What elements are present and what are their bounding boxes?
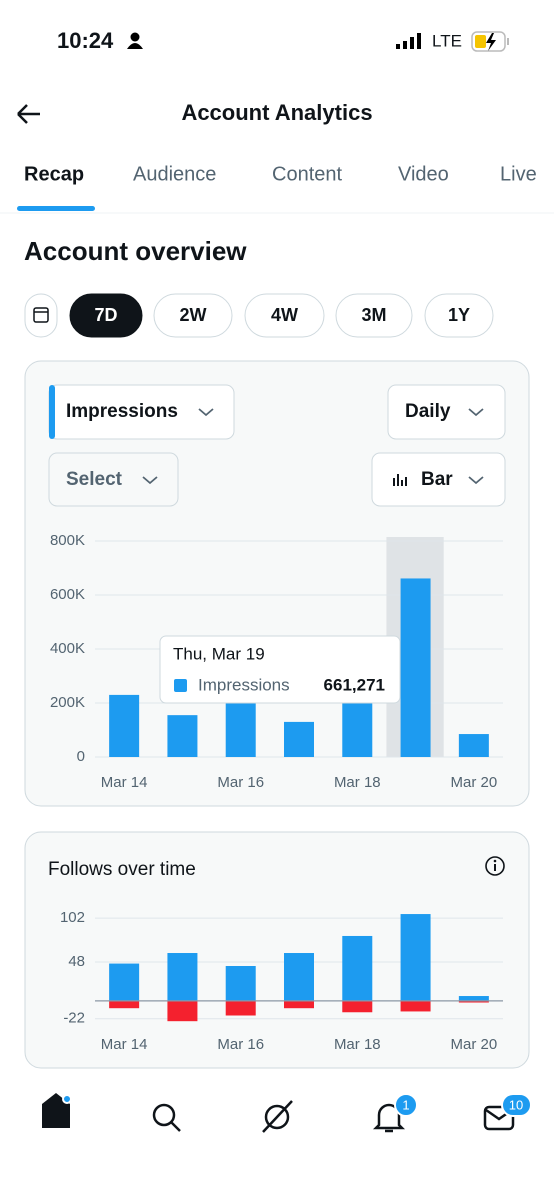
bar <box>400 578 431 757</box>
x-tick-label: Mar 14 <box>101 1036 148 1053</box>
nav-home[interactable] <box>42 1093 72 1128</box>
section-title: Account overview <box>24 236 247 266</box>
y-tick-label: 48 <box>68 953 85 970</box>
tab[interactable]: Live <box>500 163 537 185</box>
bar <box>109 694 140 757</box>
metric-label: Impressions <box>66 401 178 422</box>
bar <box>342 935 373 1001</box>
y-tick-label: 600K <box>50 586 85 603</box>
bar <box>225 703 256 757</box>
nav-badge: 1 <box>402 1097 409 1112</box>
bar <box>109 1000 140 1009</box>
bar <box>400 1000 431 1012</box>
info-icon[interactable] <box>485 856 505 876</box>
bar <box>342 1000 373 1013</box>
bar <box>284 953 314 1001</box>
y-tick-label: 400K <box>50 640 85 657</box>
y-tick-label: -22 <box>63 1010 85 1027</box>
x-tick-label: Mar 20 <box>451 1036 498 1053</box>
nav-grok[interactable] <box>262 1100 293 1133</box>
bar <box>458 734 489 757</box>
bar <box>458 996 489 1001</box>
signal-icon <box>396 33 421 49</box>
bar <box>342 703 373 757</box>
bar <box>284 721 314 757</box>
range-button[interactable]: 3M <box>335 293 413 338</box>
tooltip: Thu, Mar 19 Impressions 661,271 <box>159 635 401 704</box>
status-network: LTE <box>432 31 462 50</box>
tab[interactable]: Video <box>398 163 449 185</box>
x-tick-label: Mar 14 <box>101 774 148 791</box>
y-tick-label: 200K <box>50 694 85 711</box>
range-label: 1Y <box>448 305 470 325</box>
range-label: 3M <box>361 305 386 325</box>
chart-type-dropdown[interactable]: Bar <box>371 452 506 507</box>
bar <box>167 1000 198 1022</box>
tab[interactable]: Recap <box>24 163 84 185</box>
compare-dropdown[interactable]: Select <box>48 452 179 507</box>
range-label: 7D <box>94 305 117 325</box>
bar <box>167 715 198 757</box>
x-tick-label: Mar 18 <box>334 1036 381 1053</box>
x-tick-label: Mar 18 <box>334 774 381 791</box>
metric-dropdown[interactable]: Impressions <box>48 384 235 440</box>
range-button-bg <box>244 293 325 338</box>
nav-badge: 10 <box>509 1097 523 1112</box>
x-tick-label: Mar 20 <box>451 774 498 791</box>
y-tick-label: 800K <box>50 532 85 549</box>
tooltip-value: 661,271 <box>324 675 385 694</box>
range-button[interactable]: 1Y <box>424 293 494 338</box>
x-tick-label: Mar 16 <box>217 774 264 791</box>
calendar-button[interactable] <box>24 293 58 338</box>
chart-type-label: Bar <box>421 469 453 490</box>
interval-label: Daily <box>405 401 451 422</box>
tab-indicator <box>17 206 95 211</box>
bar <box>225 1000 256 1016</box>
nav-notifications[interactable]: 1 <box>372 1093 418 1133</box>
y-tick-label: 0 <box>77 748 85 765</box>
person-icon <box>127 32 143 49</box>
range-button[interactable]: 7D <box>69 293 143 338</box>
compare-label: Select <box>66 469 123 490</box>
header-title: Account Analytics <box>181 100 372 125</box>
x-tick-label: Mar 16 <box>217 1036 264 1053</box>
bar <box>167 953 198 1001</box>
range-button-bg <box>424 293 494 338</box>
chart-title: Follows over time <box>48 859 196 880</box>
battery-icon <box>471 31 509 52</box>
tooltip-swatch <box>174 679 187 692</box>
tooltip-series: Impressions <box>198 675 290 694</box>
range-button[interactable]: 4W <box>244 293 325 338</box>
y-tick-label: 102 <box>60 909 85 926</box>
bar <box>400 914 431 1001</box>
range-button-bg <box>153 293 233 338</box>
tab[interactable]: Audience <box>133 163 216 185</box>
bar <box>284 1000 314 1009</box>
bar <box>225 966 256 1001</box>
bar <box>109 963 140 1001</box>
range-label: 2W <box>180 305 207 325</box>
tab[interactable]: Content <box>272 163 342 185</box>
nav-search[interactable] <box>152 1103 181 1132</box>
interval-dropdown[interactable]: Daily <box>387 384 506 440</box>
range-button[interactable]: 2W <box>153 293 233 338</box>
back-button[interactable] <box>17 104 40 124</box>
bar <box>458 1000 489 1003</box>
tooltip-title: Thu, Mar 19 <box>173 644 265 663</box>
status-time: 10:24 <box>57 28 114 53</box>
range-label: 4W <box>271 305 298 325</box>
nav-messages[interactable]: 10 <box>483 1093 532 1131</box>
tooltip-bg <box>159 635 401 704</box>
range-button-bg <box>69 293 143 338</box>
range-button-bg <box>335 293 413 338</box>
